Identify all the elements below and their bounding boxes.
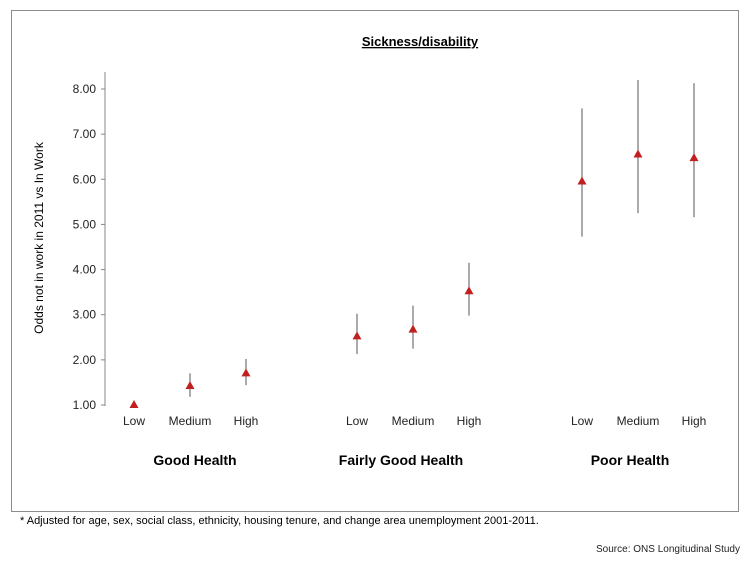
data-points [129, 149, 699, 408]
data-point-marker [464, 286, 474, 295]
category-label: High [234, 414, 259, 428]
y-tick-label: 7.00 [73, 127, 97, 141]
category-label: Low [571, 414, 593, 428]
group-label: Poor Health [591, 452, 670, 468]
category-label: Low [346, 414, 368, 428]
category-label: High [457, 414, 482, 428]
data-point-marker [633, 149, 643, 158]
data-point-marker [408, 324, 418, 333]
data-point-marker [577, 176, 587, 185]
y-tick-label: 4.00 [73, 263, 97, 277]
error-bars [189, 79, 695, 397]
chart-frame [11, 10, 739, 512]
data-point-marker [352, 331, 362, 340]
category-label: Medium [392, 414, 435, 428]
footnote: * Adjusted for age, sex, social class, e… [20, 515, 539, 527]
y-tick-label: 2.00 [73, 353, 97, 367]
group-labels: Good Health Fairly Good Health Poor Health [153, 452, 669, 468]
category-label: Medium [617, 414, 660, 428]
chart-title: Sickness/disability [362, 34, 479, 49]
y-ticks: 1.00 2.00 3.00 4.00 5.00 6.00 7.00 8.00 [73, 82, 105, 412]
category-label: Low [123, 414, 145, 428]
data-point-marker [241, 368, 251, 377]
data-point-marker [129, 400, 139, 408]
y-tick-label: 1.00 [73, 398, 97, 412]
category-labels: Low Medium High Low Medium High Low Medium High [123, 414, 706, 428]
group-label: Good Health [153, 452, 236, 468]
source-note: Source: ONS Longitudinal Study [596, 544, 740, 555]
category-label: High [682, 414, 707, 428]
y-axis-label: Odds not in work in 2011 vs In Work [32, 141, 46, 334]
y-tick-label: 3.00 [73, 308, 97, 322]
y-tick-label: 6.00 [73, 172, 97, 186]
y-tick-label: 8.00 [73, 82, 97, 96]
data-point-marker [689, 153, 699, 162]
data-point-marker [185, 381, 195, 390]
group-label: Fairly Good Health [339, 452, 463, 468]
y-tick-label: 5.00 [73, 217, 97, 231]
category-label: Medium [169, 414, 212, 428]
